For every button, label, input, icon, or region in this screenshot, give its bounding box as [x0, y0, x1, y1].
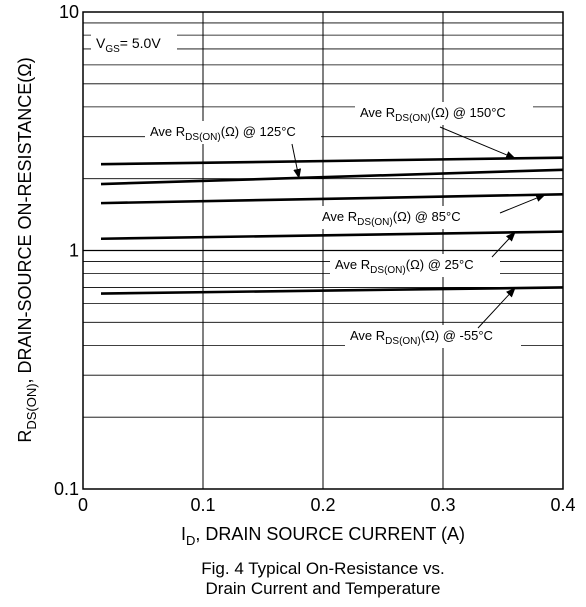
- annotation-arrow: [499, 194, 546, 214]
- annotation-arrow: [477, 287, 516, 329]
- annotation-arrow: [491, 231, 516, 258]
- caption-line-1: Fig. 4 Typical On-Resistance vs.: [201, 559, 445, 578]
- annotation-backdrop: [355, 102, 533, 125]
- annotation-arrow: [291, 143, 302, 179]
- series-annotation: Ave RDS(ON)(Ω) @ 150°C: [360, 105, 506, 124]
- series-line: [100, 156, 564, 166]
- series-line: [100, 286, 564, 295]
- series-annotation: Ave RDS(ON)(Ω) @ 25°C: [335, 257, 474, 276]
- series-line: [100, 230, 564, 241]
- annotation-backdrop: [345, 325, 521, 348]
- x-axis-title-sub: D: [186, 533, 195, 548]
- y-axis-title-sub: DS(ON): [24, 383, 39, 429]
- caption-line-2: Drain Current and Temperature: [205, 579, 441, 598]
- condition-rest: = 5.0V: [120, 35, 162, 51]
- x-tick-label: 0.1: [190, 495, 215, 515]
- x-axis-title-rest: , DRAIN SOURCE CURRENT (A): [195, 524, 465, 544]
- y-axis-title-rest: , DRAIN-SOURCE ON-RESISTANCE(Ω): [15, 57, 35, 383]
- series-annotation: Ave RDS(ON)(Ω) @ -55°C: [350, 328, 493, 347]
- plot-frame: [82, 11, 564, 490]
- condition-label: VGS= 5.0V: [91, 32, 177, 56]
- x-tick-label: 0.4: [550, 495, 575, 515]
- annotation-backdrop: [330, 254, 500, 277]
- x-axis-title: ID, DRAIN SOURCE CURRENT (A): [181, 524, 465, 548]
- y-axis-title: RDS(ON), DRAIN-SOURCE ON-RESISTANCE(Ω): [15, 57, 39, 442]
- series-line: [100, 193, 564, 205]
- series-annotation: Ave RDS(ON)(Ω) @ 85°C: [322, 209, 461, 228]
- x-tick-label: 0.2: [310, 495, 335, 515]
- x-axis-title-main: I: [181, 524, 186, 544]
- y-tick-label: 0.1: [54, 479, 79, 499]
- condition-sub: GS: [105, 44, 120, 55]
- x-tick-label: 0: [78, 495, 88, 515]
- annotations: Ave RDS(ON)(Ω) @ 150°C Ave RDS(ON)(Ω) @ 1…: [145, 102, 546, 348]
- series-annotation: Ave RDS(ON)(Ω) @ 125°C: [150, 124, 296, 143]
- condition-main: V: [96, 35, 106, 51]
- series-lines: [100, 156, 564, 295]
- figure-caption: Fig. 4 Typical On-Resistance vs. Drain C…: [83, 559, 563, 599]
- svg-text:VGS= 5.0V: VGS= 5.0V: [96, 35, 161, 55]
- x-tick-label: 0.3: [430, 495, 455, 515]
- annotation-arrow: [439, 126, 516, 159]
- y-tick-label: 1: [69, 241, 79, 261]
- annotation-backdrop: [317, 206, 495, 229]
- series-line: [100, 168, 564, 186]
- grid: [83, 12, 563, 489]
- y-tick-label: 10: [59, 2, 79, 22]
- y-axis-title-main: R: [15, 430, 35, 443]
- annotation-backdrop: [145, 121, 321, 144]
